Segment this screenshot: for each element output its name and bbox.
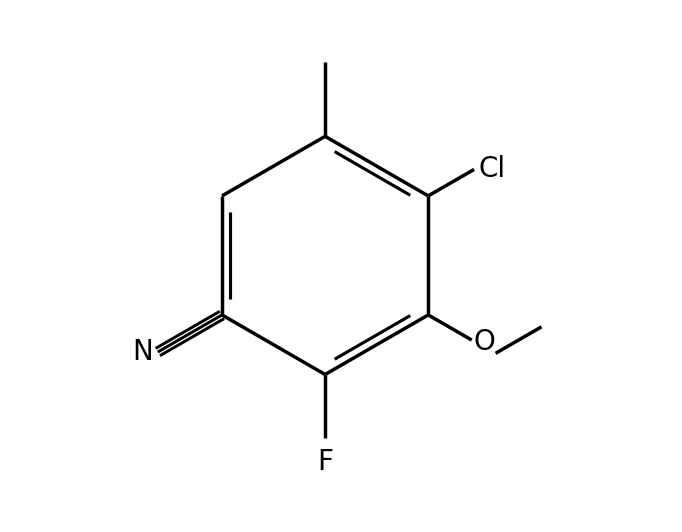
Text: Cl: Cl xyxy=(478,155,505,184)
Text: N: N xyxy=(132,338,153,366)
Text: O: O xyxy=(473,328,495,356)
Text: F: F xyxy=(317,447,333,476)
